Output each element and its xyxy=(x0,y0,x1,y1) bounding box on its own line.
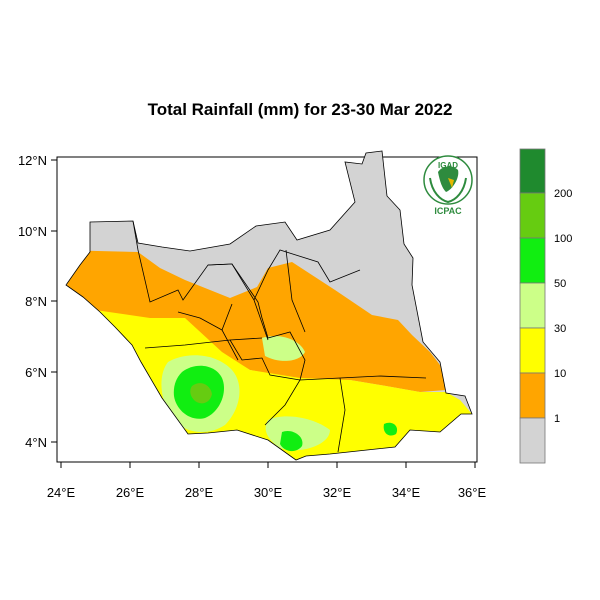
legend-label: 30 xyxy=(554,323,566,335)
region-1-10mm xyxy=(66,250,446,392)
region-50-100mm-se xyxy=(383,422,398,436)
y-axis xyxy=(51,159,57,443)
region-50-100mm-south xyxy=(280,430,303,452)
x-tick-label: 32°E xyxy=(323,485,352,500)
y-tick-label: 10°N xyxy=(18,224,47,239)
legend-swatch-50-100 xyxy=(519,237,546,284)
x-tick-label: 34°E xyxy=(392,485,421,500)
x-tick-label: 26°E xyxy=(116,485,145,500)
x-tick-label: 24°E xyxy=(47,485,76,500)
x-tick-label: 28°E xyxy=(185,485,214,500)
legend-swatch-0-1 xyxy=(519,417,546,464)
legend-label: 100 xyxy=(554,233,572,245)
legend-swatch-10-30 xyxy=(519,327,546,374)
state-boundaries xyxy=(132,220,427,453)
country-outline xyxy=(65,150,473,461)
y-tick-labels: 12°N 10°N 8°N 6°N 4°N xyxy=(18,153,47,450)
y-tick-label: 6°N xyxy=(25,365,47,380)
x-tick-label: 36°E xyxy=(458,485,487,500)
x-tick-labels: 24°E 26°E 28°E 30°E 32°E 34°E 36°E xyxy=(47,485,487,500)
legend-labels: 200 100 50 30 10 1 xyxy=(554,188,572,425)
legend-swatch-1-10 xyxy=(519,372,546,419)
logo-bottom-text: ICPAC xyxy=(434,206,462,216)
legend-label: 200 xyxy=(554,188,572,200)
igad-icpac-logo: IGAD ICPAC xyxy=(423,155,473,216)
map-title: Total Rainfall (mm) for 23-30 Mar 2022 xyxy=(147,100,453,119)
y-tick-label: 8°N xyxy=(25,294,47,309)
x-axis xyxy=(60,462,476,468)
region-100-200mm xyxy=(190,383,212,404)
x-tick-label: 30°E xyxy=(254,485,283,500)
region-30-50mm-east xyxy=(262,335,305,361)
legend-label: 10 xyxy=(554,368,566,380)
legend-label: 50 xyxy=(554,278,566,290)
legend-swatch-100-200 xyxy=(519,192,546,239)
legend-swatch-200plus xyxy=(519,148,546,194)
legend-colorbar xyxy=(519,148,546,464)
y-tick-label: 4°N xyxy=(25,435,47,450)
y-tick-label: 12°N xyxy=(18,153,47,168)
legend-label: 1 xyxy=(554,413,560,425)
logo-top-text: IGAD xyxy=(438,161,458,170)
legend-swatch-30-50 xyxy=(519,282,546,329)
